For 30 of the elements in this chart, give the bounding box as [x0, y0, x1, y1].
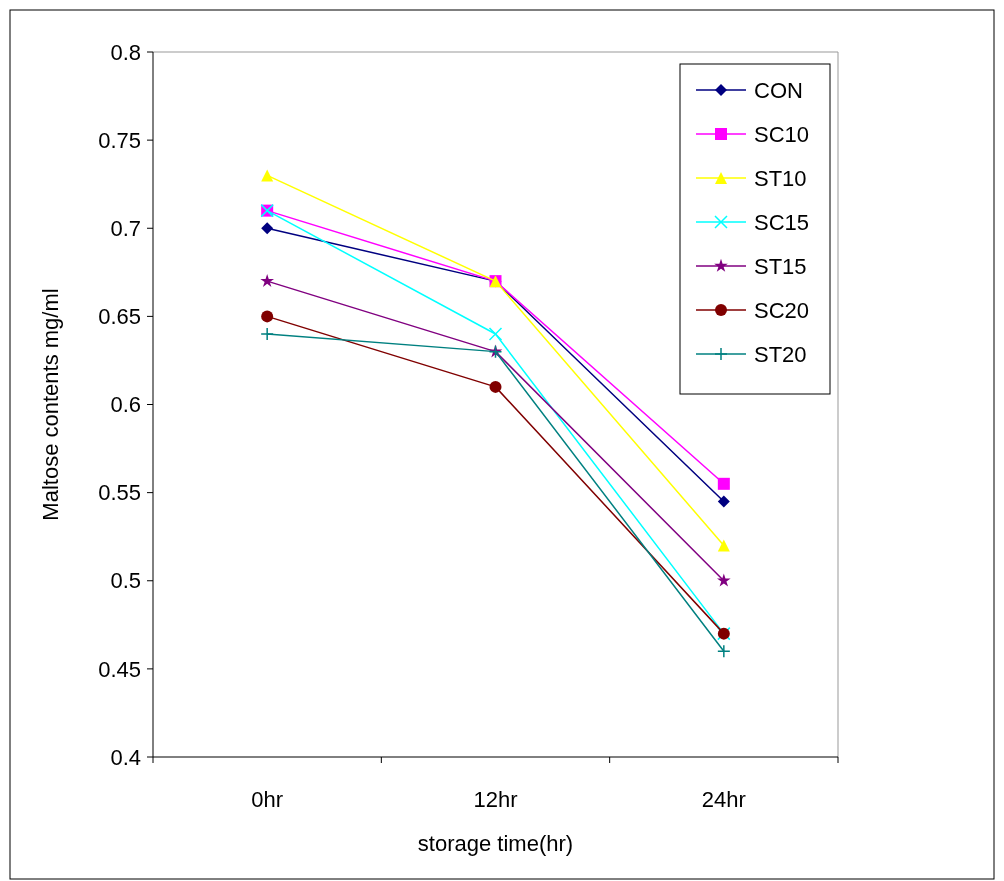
- legend-label: ST10: [754, 165, 807, 191]
- point: [261, 222, 274, 235]
- y-tick-label: 0.4: [110, 744, 141, 770]
- y-tick-label: 0.8: [110, 39, 141, 65]
- legend-label: SC10: [754, 121, 810, 147]
- point: [260, 327, 274, 341]
- x-tick-label: 0hr: [251, 787, 284, 812]
- y-tick-label: 0.75: [98, 127, 141, 153]
- y-tick-label: 0.7: [110, 215, 141, 241]
- x-tick-label: 12hr: [473, 787, 518, 812]
- y-tick-label: 0.5: [110, 568, 141, 594]
- legend-label: CON: [754, 77, 803, 103]
- point: [488, 327, 503, 341]
- y-tick-label: 0.55: [98, 480, 141, 506]
- legend-label: SC20: [754, 297, 810, 323]
- point: [260, 273, 275, 287]
- legend-label: SC15: [754, 209, 810, 235]
- x-tick-label: 24hr: [701, 787, 746, 812]
- y-tick-label: 0.45: [98, 656, 141, 682]
- legend-label: ST20: [754, 341, 807, 367]
- point: [489, 380, 502, 393]
- y-axis-title: Maltose contents mg/ml: [38, 288, 63, 521]
- legend-label: ST15: [754, 253, 807, 279]
- point: [717, 477, 730, 490]
- point: [717, 495, 730, 508]
- x-axis-title: storage time(hr): [417, 831, 574, 856]
- point: [717, 644, 731, 658]
- point: [261, 310, 274, 323]
- y-tick-label: 0.65: [98, 304, 141, 330]
- y-tick-label: 0.6: [110, 392, 141, 418]
